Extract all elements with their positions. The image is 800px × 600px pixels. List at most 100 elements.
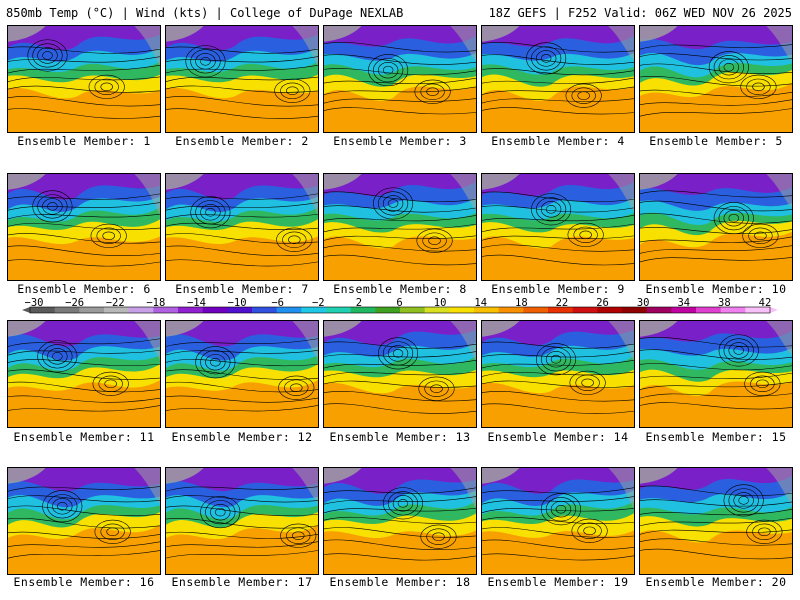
colorbar-segment [227,307,253,313]
temperature-map [166,321,318,427]
colorbar [22,306,778,314]
colorbar-segment [646,307,672,313]
colorbar-segment [301,307,327,313]
ensemble-member-label: Ensemble Member: 13 [329,430,471,444]
colorbar-tick-label: 10 [433,297,447,309]
colorbar-tick-label: 34 [677,297,691,309]
ensemble-map-panel [165,173,319,281]
colorbar-segment [720,307,746,313]
colorbar-segment [202,307,228,313]
ensemble-member-label: Ensemble Member: 7 [175,282,309,296]
colorbar-segment [350,307,376,313]
ensemble-map-panel [639,173,793,281]
colorbar-segment [622,307,648,313]
colorbar-max-arrow [770,307,778,313]
colorbar-segment [424,307,450,313]
temperature-map [482,321,634,427]
colorbar-segment [104,307,130,313]
colorbar-min-arrow [22,307,30,313]
ensemble-member-label: Ensemble Member: 5 [649,134,783,148]
colorbar-tick-label: −22 [105,297,125,309]
colorbar-segment [572,307,598,313]
header-right: 18Z GEFS | F252 Valid: 06Z WED NOV 26 20… [488,6,792,20]
colorbar-segment [153,307,179,313]
temperature-map [640,174,792,280]
colorbar-segment [375,307,401,313]
colorbar-segment [128,307,154,313]
temperature-map [166,468,318,574]
ensemble-map-panel [639,320,793,428]
ensemble-member-label: Ensemble Member: 20 [645,575,787,589]
colorbar-segment [597,307,623,313]
ensemble-member-label: Ensemble Member: 17 [171,575,313,589]
ensemble-map-panel [165,320,319,428]
ensemble-map-panel [7,320,161,428]
ensemble-map-panel [7,173,161,281]
ensemble-map-panel [165,25,319,133]
ensemble-map-panel [323,25,477,133]
ensemble-member-label: Ensemble Member: 19 [487,575,629,589]
ensemble-map-panel [481,173,635,281]
temperature-map [640,321,792,427]
colorbar-tick-label: 38 [718,297,731,309]
colorbar-segment [30,307,56,313]
colorbar-segment [745,307,771,313]
colorbar-segment [400,307,426,313]
colorbar-tick-label: −14 [186,297,206,309]
temperature-map [8,468,160,574]
temperature-map [166,26,318,132]
ensemble-map-panel [165,467,319,575]
colorbar-tick-label: −10 [227,297,247,309]
temperature-map [324,26,476,132]
colorbar-tick-label: −30 [24,297,44,309]
colorbar-tick-label: 42 [758,297,772,309]
header-left: 850mb Temp (°C) | Wind (kts) | College o… [6,6,404,20]
ensemble-member-label: Ensemble Member: 10 [645,282,787,296]
temperature-map [324,468,476,574]
ensemble-member-label: Ensemble Member: 8 [333,282,467,296]
temperature-map [640,468,792,574]
colorbar-tick-label: 30 [636,297,650,309]
colorbar-segment [178,307,204,313]
temperature-map [166,174,318,280]
colorbar-segment [696,307,722,313]
colorbar-tick-label: 2 [355,297,363,309]
temperature-map [8,321,160,427]
temperature-map [482,174,634,280]
temperature-map [324,174,476,280]
temperature-map [8,174,160,280]
colorbar-tick-label: 6 [396,297,403,309]
ensemble-member-label: Ensemble Member: 12 [171,430,313,444]
colorbar-segment [276,307,302,313]
ensemble-map-panel [323,173,477,281]
colorbar-segment [523,307,549,313]
colorbar-tick-label: −2 [311,297,325,309]
colorbar-segment [79,307,105,313]
colorbar-segment [54,307,80,313]
temperature-map [324,321,476,427]
colorbar-tick-label: −18 [146,297,166,309]
ensemble-map-panel [639,25,793,133]
colorbar-segment [474,307,500,313]
ensemble-member-label: Ensemble Member: 6 [17,282,151,296]
colorbar-segment [671,307,697,313]
ensemble-map-panel [481,320,635,428]
ensemble-member-label: Ensemble Member: 15 [645,430,787,444]
temperature-map [482,26,634,132]
temperature-map [8,26,160,132]
colorbar-tick-label: −26 [65,297,85,309]
colorbar-tick-label: 26 [596,297,609,309]
colorbar-tick-label: 22 [555,297,569,309]
ensemble-map-panel [639,467,793,575]
colorbar-tick-label: −6 [271,297,284,309]
ensemble-member-label: Ensemble Member: 16 [13,575,155,589]
ensemble-member-label: Ensemble Member: 9 [491,282,625,296]
colorbar-segment [498,307,524,313]
ensemble-member-label: Ensemble Member: 14 [487,430,629,444]
ensemble-member-label: Ensemble Member: 3 [333,134,467,148]
temperature-map [482,468,634,574]
colorbar-segment [449,307,475,313]
colorbar-segment [326,307,352,313]
ensemble-map-panel [481,25,635,133]
colorbar-tick-label: 14 [474,297,488,309]
